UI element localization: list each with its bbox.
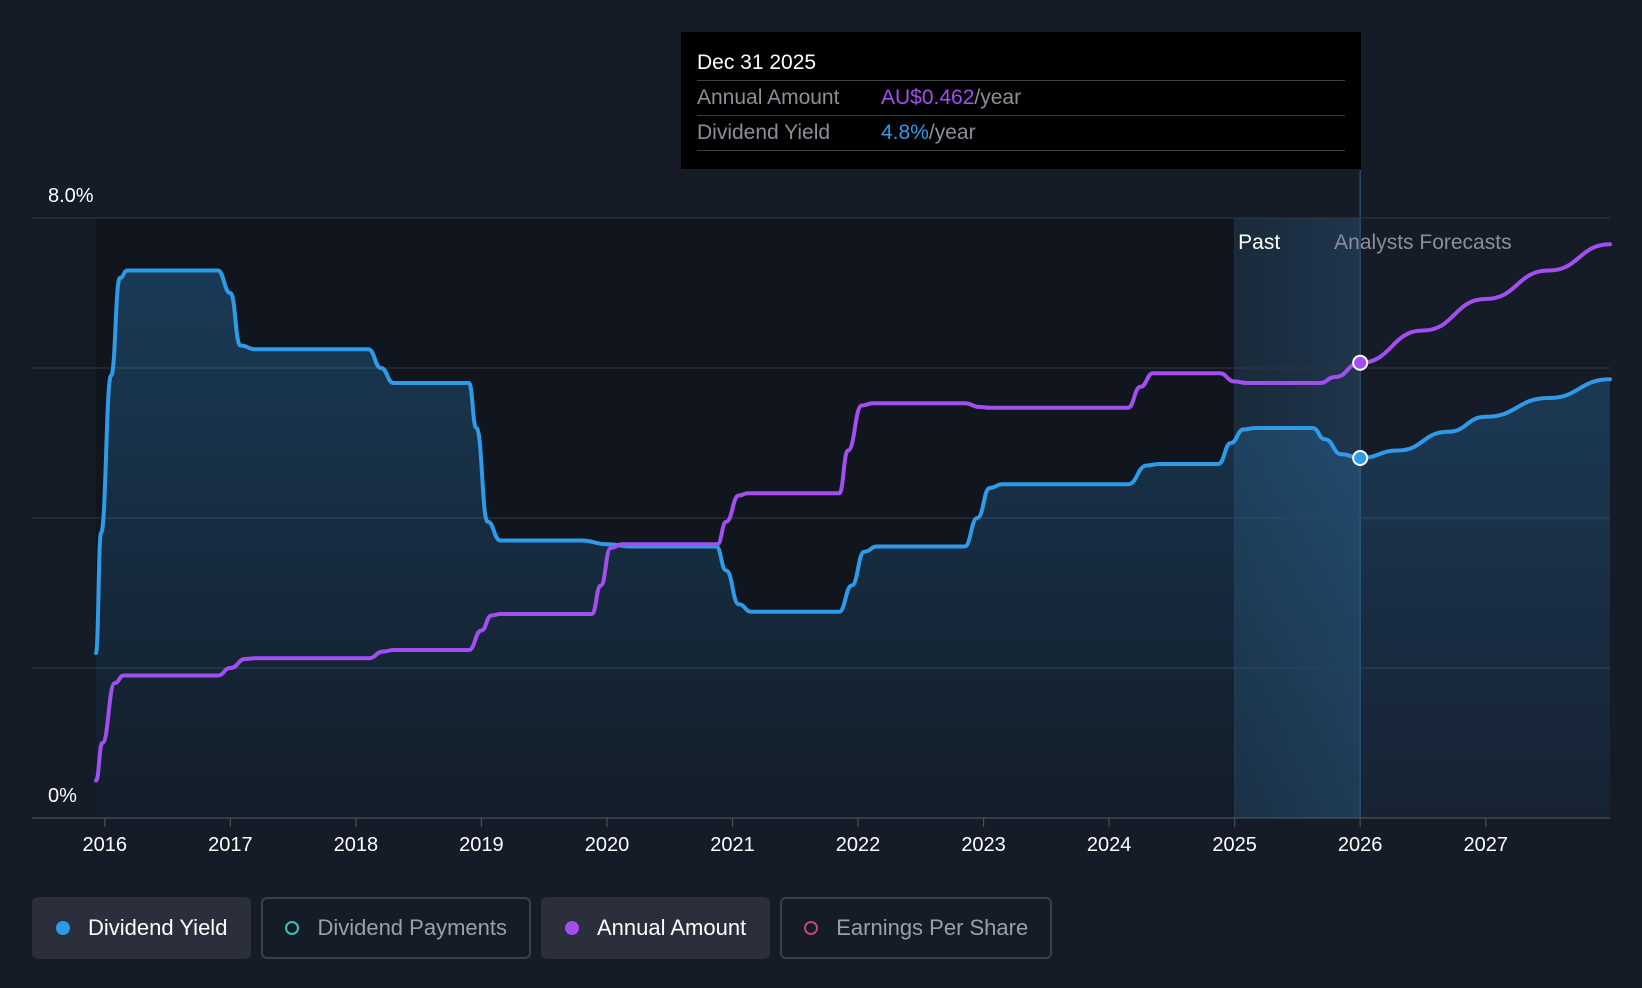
legend-label: Dividend Yield [88, 915, 228, 940]
x-tick-label: 2017 [208, 834, 253, 856]
tooltip-unit: /year [928, 121, 976, 144]
dividend-yield-line [94, 268, 1612, 655]
tooltip-date: Dec 31 2025 [697, 46, 1345, 81]
y-axis-bottom-label: 0% [48, 785, 77, 807]
x-tick-label: 2022 [836, 834, 881, 856]
dividend-yield-area [96, 270, 1610, 818]
x-tick-label: 2023 [961, 834, 1006, 856]
legend-label: Earnings Per Share [836, 915, 1029, 940]
x-tick-label: 2020 [585, 834, 630, 856]
legend: Dividend Yield Dividend Payments Annual … [32, 897, 1053, 959]
x-tick-label: 2016 [83, 834, 128, 856]
dividend-payments-circle-icon [285, 921, 300, 935]
x-tick-label: 2021 [710, 834, 755, 856]
tooltip-row-dividend-yield: Dividend Yield 4.8% /year [697, 116, 1345, 151]
x-tick-label: 2025 [1212, 834, 1257, 856]
dividend-yield-marker [1352, 450, 1369, 466]
legend-earnings-per-share-button[interactable]: Earnings Per Share [780, 897, 1053, 959]
tooltip: Dec 31 2025 Annual Amount AU$0.462 /year… [681, 32, 1361, 169]
tooltip-unit: /year [974, 86, 1022, 109]
annual-amount-marker [1352, 354, 1369, 371]
dividend-yield-dot-icon [56, 921, 70, 935]
forecast-label: Analysts Forecasts [1334, 231, 1511, 254]
x-tick-label: 2024 [1087, 834, 1132, 856]
legend-label: Dividend Payments [317, 915, 507, 940]
legend-dividend-yield-button[interactable]: Dividend Yield [32, 897, 252, 959]
tooltip-label: Annual Amount [697, 86, 840, 109]
earnings-per-share-circle-icon [804, 921, 819, 935]
tooltip-value: 4.8% [881, 121, 929, 144]
annual-amount-line [94, 242, 1612, 783]
x-tick-label: 2018 [334, 834, 379, 856]
legend-dividend-payments-button[interactable]: Dividend Payments [261, 897, 531, 959]
y-axis-top-label: 8.0% [48, 185, 94, 207]
x-tick-label: 2027 [1463, 834, 1508, 856]
past-label: Past [1238, 231, 1280, 254]
legend-label: Annual Amount [596, 915, 747, 940]
tooltip-label: Dividend Yield [697, 121, 831, 144]
x-tick-label: 2019 [459, 834, 504, 856]
tooltip-row-annual-amount: Annual Amount AU$0.462 /year [697, 81, 1345, 116]
x-tick-label: 2026 [1338, 834, 1383, 856]
legend-annual-amount-button[interactable]: Annual Amount [540, 897, 771, 959]
tooltip-value: AU$0.462 [881, 86, 975, 109]
annual-amount-dot-icon [564, 921, 579, 935]
